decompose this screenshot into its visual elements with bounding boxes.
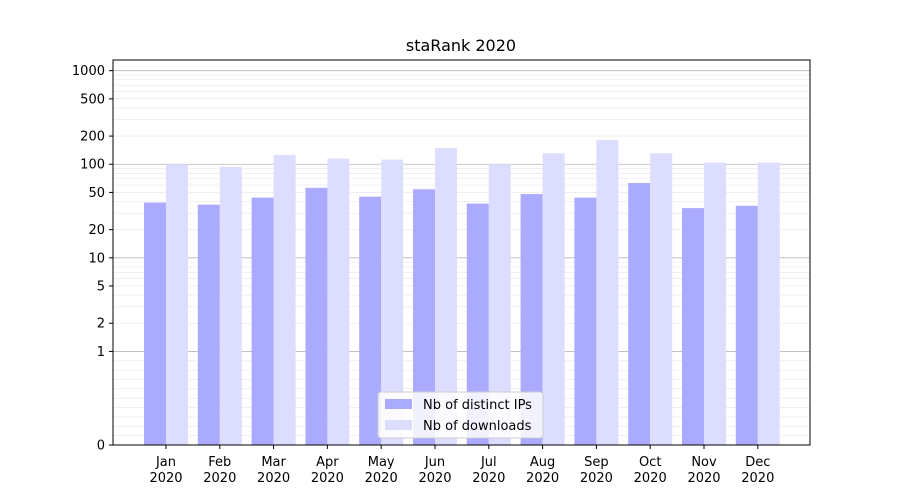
x-tick-label-year: 2020 bbox=[741, 471, 774, 486]
legend-label: Nb of downloads bbox=[423, 419, 532, 434]
x-tick-label-month: Dec bbox=[745, 455, 770, 470]
bar-distinct-ips bbox=[628, 183, 651, 446]
y-tick-label: 5 bbox=[97, 280, 105, 295]
x-tick-label-month: Jan bbox=[155, 455, 176, 470]
x-tick-label-year: 2020 bbox=[365, 471, 398, 486]
x-tick-label-month: Mar bbox=[261, 455, 286, 470]
legend-box bbox=[377, 391, 544, 439]
x-tick-label-month: Jul bbox=[480, 455, 497, 470]
x-tick-label-year: 2020 bbox=[149, 471, 182, 486]
bar-downloads bbox=[542, 153, 565, 445]
y-tick-label: 200 bbox=[80, 130, 105, 145]
plot-frame bbox=[112, 59, 811, 446]
y-tick-label: 2 bbox=[97, 317, 105, 332]
bar-downloads bbox=[650, 153, 673, 445]
x-tick-label-year: 2020 bbox=[257, 471, 290, 486]
bar-downloads bbox=[488, 164, 511, 445]
y-tick-label: 100 bbox=[80, 158, 105, 173]
legend-swatch bbox=[385, 420, 412, 430]
x-tick-label-month: Sep bbox=[584, 455, 609, 470]
bar-distinct-ips bbox=[520, 194, 543, 445]
bars bbox=[144, 139, 780, 446]
y-tick-label: 10 bbox=[88, 251, 105, 266]
bar-distinct-ips bbox=[735, 205, 758, 445]
bar-downloads bbox=[704, 162, 726, 445]
bar-distinct-ips bbox=[305, 187, 328, 445]
x-tick-label-month: Feb bbox=[208, 455, 231, 470]
x-tick-label-year: 2020 bbox=[634, 471, 667, 486]
x-tick-label-month: Nov bbox=[691, 455, 717, 470]
x-axis: Jan2020Feb2020Mar2020Apr2020May2020Jun20… bbox=[149, 445, 774, 486]
bar-distinct-ips bbox=[144, 202, 166, 445]
x-tick-label-year: 2020 bbox=[203, 471, 236, 486]
bar-distinct-ips bbox=[466, 203, 489, 445]
y-tick-label: 1000 bbox=[72, 64, 105, 79]
y-tick-label: 1 bbox=[97, 345, 105, 360]
x-tick-label-year: 2020 bbox=[580, 471, 613, 486]
x-tick-label-year: 2020 bbox=[526, 471, 559, 486]
bar-downloads bbox=[273, 154, 296, 445]
x-tick-label-month: Jun bbox=[424, 455, 445, 470]
x-tick-label-month: Apr bbox=[316, 455, 339, 470]
y-tick-label: 0 bbox=[97, 439, 105, 454]
bar-distinct-ips bbox=[574, 197, 597, 445]
chart-title: staRank 2020 bbox=[406, 36, 516, 55]
bar-downloads bbox=[757, 162, 780, 445]
x-tick-label-month: Aug bbox=[530, 455, 555, 470]
y-tick-label: 20 bbox=[88, 223, 105, 238]
x-tick-label-month: May bbox=[368, 455, 395, 470]
bar-downloads bbox=[327, 158, 350, 445]
bar-downloads bbox=[166, 164, 188, 445]
legend: Nb of distinct IPs Nb of downloads bbox=[377, 391, 544, 439]
x-tick-label-year: 2020 bbox=[418, 471, 451, 486]
x-tick-label-month: Oct bbox=[639, 455, 661, 470]
bar-distinct-ips bbox=[682, 208, 704, 445]
legend-label: Nb of distinct IPs bbox=[423, 398, 532, 413]
x-tick-label-year: 2020 bbox=[311, 471, 344, 486]
bar-distinct-ips bbox=[359, 196, 382, 445]
x-tick-label-year: 2020 bbox=[472, 471, 505, 486]
bar-downloads bbox=[381, 159, 404, 445]
bar-downloads bbox=[435, 148, 457, 445]
y-axis: 0 1 2 5 10 20 50 100 200 500 1000 bbox=[72, 64, 113, 454]
y-tick-label: 500 bbox=[80, 92, 105, 107]
bar-distinct-ips bbox=[197, 204, 220, 445]
y-tick-label: 50 bbox=[88, 186, 105, 201]
legend-swatch bbox=[385, 399, 412, 409]
bar-distinct-ips bbox=[413, 189, 435, 445]
x-tick-label-year: 2020 bbox=[687, 471, 720, 486]
bar-downloads bbox=[596, 139, 619, 445]
bar-downloads bbox=[219, 166, 242, 446]
bar-distinct-ips bbox=[251, 197, 274, 445]
